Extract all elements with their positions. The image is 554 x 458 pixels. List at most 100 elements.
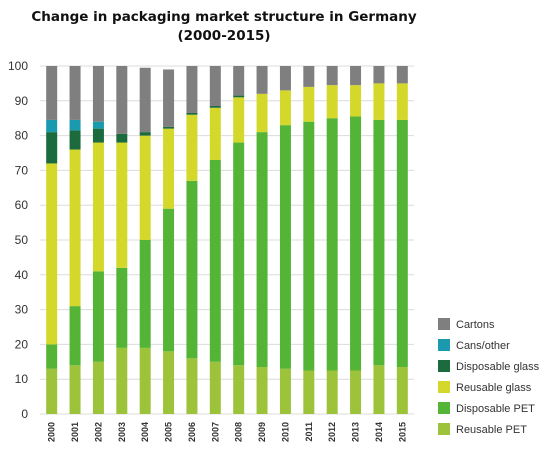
x-tick-label: 2014 <box>374 422 384 442</box>
bar-segment-cartons-2008 <box>233 66 245 96</box>
bar-segment-cartons-2006 <box>186 66 198 113</box>
bar-segment-reusable-pet-2014 <box>373 365 385 414</box>
legend-label-disposable-pet: Disposable PET <box>456 403 535 415</box>
bar-segment-disposable-pet-2008 <box>233 142 245 366</box>
x-tick-label: 2013 <box>351 422 361 442</box>
x-tick-label: 2006 <box>187 422 197 442</box>
bar-segment-reusable-glass-2005 <box>163 128 175 209</box>
bar-segment-disposable-pet-2015 <box>396 119 408 368</box>
legend-label-reusable-glass: Reusable glass <box>456 382 532 394</box>
legend-swatch-cans-other <box>438 339 450 351</box>
bar-segment-disposable-pet-2005 <box>163 208 175 352</box>
bar-segment-cartons-2009 <box>256 66 268 94</box>
x-tick-label: 2007 <box>210 422 220 442</box>
bar-segment-cartons-2007 <box>209 66 221 107</box>
bar-segment-reusable-glass-2014 <box>373 83 385 120</box>
legend-swatch-reusable-pet <box>438 423 450 435</box>
bar-segment-reusable-pet-2012 <box>326 370 338 414</box>
bar-segment-reusable-glass-2011 <box>303 86 315 122</box>
bar-segment-disposable-glass-2006 <box>186 112 198 115</box>
bar-segment-reusable-pet-2005 <box>163 351 175 414</box>
legend-label-reusable-pet: Reusable PET <box>456 424 527 436</box>
bar-segment-disposable-pet-2013 <box>350 116 362 371</box>
x-axis: 2000 2001 2002 2003 2004 2005 2006 2007 2008 2009… <box>47 422 408 442</box>
bar-segment-cartons-2001 <box>69 66 81 120</box>
bar-segment-cartons-2000 <box>46 66 58 120</box>
x-tick-label: 2005 <box>164 422 174 442</box>
bar-segment-reusable-glass-2001 <box>69 149 81 307</box>
bar-segment-reusable-pet-2006 <box>186 358 198 414</box>
bar-segment-disposable-pet-2011 <box>303 121 315 371</box>
bar-segment-reusable-glass-2008 <box>233 97 245 143</box>
x-tick-label: 2000 <box>47 422 57 442</box>
bar-segment-reusable-pet-2002 <box>92 361 104 414</box>
bars <box>46 66 408 414</box>
x-tick-label: 2012 <box>327 422 337 442</box>
bar-segment-reusable-glass-2003 <box>116 142 128 268</box>
bar-segment-disposable-pet-2004 <box>139 240 151 348</box>
legend-swatch-reusable-glass <box>438 381 450 393</box>
x-tick-label: 2002 <box>93 422 103 442</box>
bar-segment-disposable-pet-2002 <box>92 271 104 362</box>
bar-segment-reusable-pet-2013 <box>350 370 362 414</box>
bar-segment-disposable-pet-2014 <box>373 119 385 366</box>
bar-segment-cartons-2012 <box>326 66 338 86</box>
y-tick-label: 70 <box>15 163 29 177</box>
y-tick-label: 90 <box>15 94 29 108</box>
x-tick-label: 2004 <box>140 422 150 442</box>
y-tick-label: 80 <box>15 129 29 143</box>
bar-segment-reusable-pet-2015 <box>396 367 408 414</box>
bar-segment-disposable-pet-2003 <box>116 267 128 348</box>
y-axis: 0 10 20 30 40 50 60 70 80 90 100 <box>8 59 28 421</box>
bar-segment-cartons-2005 <box>163 69 175 127</box>
bar-segment-cans-other-2000 <box>46 119 58 133</box>
bar-segment-disposable-glass-2001 <box>69 130 81 150</box>
bar-segment-cartons-2014 <box>373 66 385 84</box>
bar-segment-disposable-glass-2007 <box>209 106 221 108</box>
bar-segment-cartons-2015 <box>396 66 408 84</box>
x-tick-label: 2001 <box>70 422 80 442</box>
bar-segment-reusable-pet-2008 <box>233 365 245 414</box>
bar-segment-reusable-pet-2007 <box>209 361 221 414</box>
x-tick-label: 2003 <box>117 422 127 442</box>
y-tick-label: 100 <box>8 59 28 73</box>
bar-segment-cans-other-2001 <box>69 119 81 131</box>
bar-segment-disposable-pet-2007 <box>209 159 221 362</box>
bar-segment-disposable-pet-2012 <box>326 118 338 371</box>
bar-segment-reusable-pet-2011 <box>303 370 315 414</box>
x-tick-label: 2010 <box>280 422 290 442</box>
legend-label-cans-other: Cans/other <box>456 340 510 352</box>
x-tick-label: 2008 <box>234 422 244 442</box>
y-tick-label: 50 <box>15 233 29 247</box>
y-tick-label: 40 <box>15 268 29 282</box>
bar-segment-reusable-glass-2007 <box>209 107 221 160</box>
bar-segment-cartons-2002 <box>92 66 104 122</box>
bar-segment-disposable-glass-2005 <box>163 126 175 129</box>
legend-swatch-disposable-glass <box>438 360 450 372</box>
bar-segment-disposable-glass-2008 <box>233 95 245 98</box>
legend-swatch-cartons <box>438 318 450 330</box>
x-tick-label: 2015 <box>397 422 407 442</box>
bar-segment-disposable-glass-2002 <box>92 128 104 143</box>
bar-segment-cartons-2011 <box>303 66 315 87</box>
bar-segment-reusable-pet-2001 <box>69 365 81 414</box>
y-tick-label: 30 <box>15 303 29 317</box>
bar-segment-cartons-2010 <box>279 66 291 91</box>
bar-segment-reusable-glass-2009 <box>256 93 268 133</box>
bar-segment-disposable-glass-2000 <box>46 132 58 164</box>
bar-segment-disposable-pet-2010 <box>279 125 291 369</box>
bar-segment-disposable-pet-2006 <box>186 180 198 359</box>
chart-title-line2: (2000-2015) <box>177 28 271 44</box>
bar-segment-disposable-glass-2004 <box>139 132 151 136</box>
bar-segment-reusable-glass-2015 <box>396 83 408 120</box>
bar-segment-reusable-pet-2010 <box>279 368 291 414</box>
y-tick-label: 0 <box>21 407 28 421</box>
bar-segment-reusable-glass-2013 <box>350 85 362 117</box>
bar-segment-cartons-2003 <box>116 66 128 134</box>
bar-segment-reusable-glass-2002 <box>92 142 104 272</box>
chart-title-line1: Change in packaging market structure in … <box>31 9 417 25</box>
chart-title: Change in packaging market structure in … <box>0 8 448 46</box>
bar-segment-disposable-pet-2000 <box>46 344 58 369</box>
x-tick-label: 2009 <box>257 422 267 442</box>
